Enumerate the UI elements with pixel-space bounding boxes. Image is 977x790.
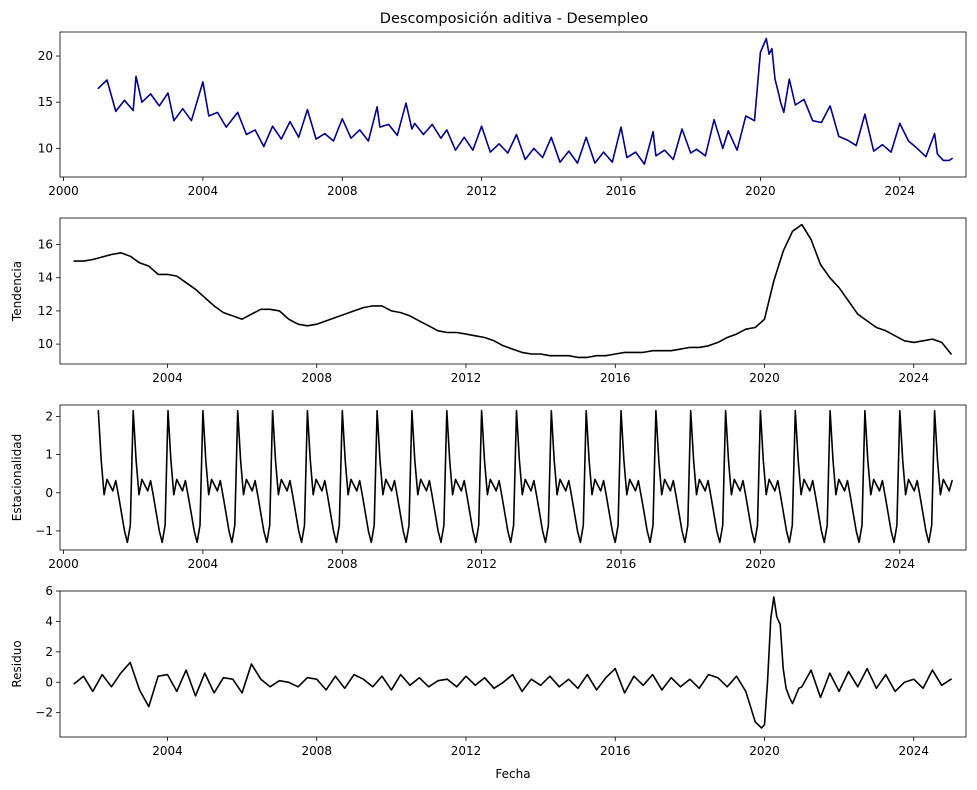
y-tick-label: 2 [45, 645, 53, 659]
trend-y-axis-label: Tendencia [10, 261, 24, 322]
y-tick-label: 1 [45, 448, 53, 462]
x-tick-label: 2024 [898, 371, 929, 385]
observed-panel: 2000 2004 2008 2012 2016 2020 2024 10 15 20 [38, 31, 967, 198]
y-tick-label: 10 [38, 141, 53, 155]
x-tick-label: 2024 [898, 744, 929, 758]
seasonal-series-line [97, 409, 953, 544]
x-tick-label: 2012 [466, 184, 497, 198]
x-tick-label: 2016 [600, 371, 631, 385]
y-tick-label: −1 [35, 524, 53, 538]
trend-series-line [73, 223, 952, 359]
x-tick-label: 2004 [152, 744, 183, 758]
residual-panel: 2004 2008 2012 2016 2020 2024 −2 0 2 4 6 Residuo Fec… [10, 584, 967, 781]
x-tick-label: 2012 [451, 371, 482, 385]
x-tick-label: 2020 [749, 371, 780, 385]
x-tick-label: 2024 [885, 557, 916, 571]
y-tick-label: −2 [35, 706, 53, 720]
x-tick-label: 2016 [600, 744, 631, 758]
x-tick-label: 2016 [606, 557, 637, 571]
seasonal-panel: 2000 2004 2008 2012 2016 2020 2024 −1 0 1 2 Estacio… [10, 404, 967, 571]
y-tick-label: 20 [38, 49, 53, 63]
residual-series-line [73, 596, 952, 729]
seasonal-y-axis-label: Estacionalidad [10, 434, 24, 521]
observed-series-line [97, 37, 953, 165]
x-tick-label: 2000 [48, 184, 79, 198]
observed-axes-frame [59, 31, 967, 178]
x-tick-label: 2024 [885, 184, 916, 198]
y-tick-label: 10 [38, 337, 53, 351]
y-tick-label: 15 [38, 95, 53, 109]
residual-y-axis-label: Residuo [10, 640, 24, 687]
y-tick-label: 14 [38, 271, 53, 285]
y-tick-label: 16 [38, 238, 53, 252]
x-tick-label: 2008 [301, 744, 332, 758]
y-tick-label: 0 [45, 675, 53, 689]
x-tick-label: 2020 [749, 744, 780, 758]
y-tick-label: 2 [45, 409, 53, 423]
y-tick-label: 4 [45, 614, 53, 628]
residual-x-axis-label: Fecha [495, 767, 530, 781]
x-tick-label: 2020 [745, 184, 776, 198]
x-tick-label: 2008 [327, 184, 358, 198]
x-tick-label: 2012 [466, 557, 497, 571]
seasonal-axes-frame [59, 404, 967, 551]
x-tick-label: 2012 [451, 744, 482, 758]
y-tick-label: 0 [45, 486, 53, 500]
x-tick-label: 2000 [48, 557, 79, 571]
x-tick-label: 2008 [301, 371, 332, 385]
figure-title: Descomposición aditiva - Desempleo [380, 11, 649, 27]
x-tick-label: 2020 [745, 557, 776, 571]
x-tick-label: 2016 [606, 184, 637, 198]
x-tick-label: 2004 [188, 557, 219, 571]
y-tick-label: 12 [38, 304, 53, 318]
trend-panel: 2004 2008 2012 2016 2020 2024 10 12 14 16 Tendenci… [10, 217, 967, 385]
x-tick-label: 2004 [188, 184, 219, 198]
y-tick-label: 6 [45, 584, 53, 598]
x-tick-label: 2008 [327, 557, 358, 571]
residual-axes-frame [59, 590, 967, 738]
trend-axes-frame [59, 217, 967, 365]
x-tick-label: 2004 [152, 371, 183, 385]
